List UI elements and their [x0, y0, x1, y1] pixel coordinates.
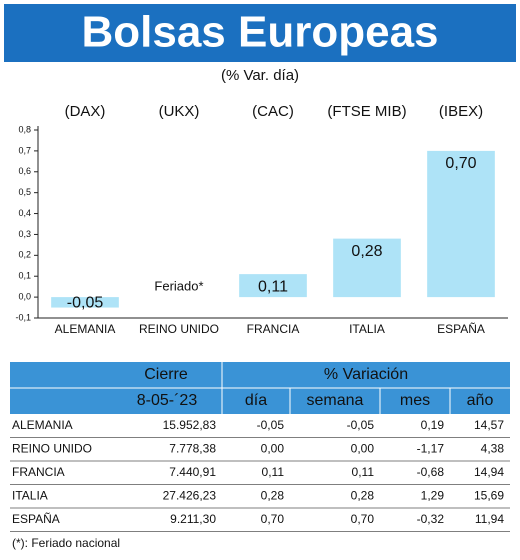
- value-label: -0,05: [67, 294, 104, 311]
- table-cell: -0,05: [257, 418, 285, 432]
- row-label: ALEMANIA: [12, 418, 73, 432]
- value-label: 0,28: [351, 243, 382, 260]
- table-cell: 0,70: [351, 512, 375, 526]
- table-cell: -1,17: [417, 441, 445, 455]
- table-cell: 9.211,30: [170, 512, 216, 526]
- table-cell: -0,32: [417, 512, 445, 526]
- y-tick-label: 0,2: [18, 250, 31, 260]
- bar: [51, 297, 119, 308]
- x-tick-label: ALEMANIA: [55, 322, 116, 336]
- table-group: % Variación: [324, 366, 408, 383]
- row-label: ESPAÑA: [12, 512, 60, 526]
- value-label: 0,70: [445, 155, 476, 172]
- table-cell: 0,11: [262, 465, 285, 479]
- y-tick-label: 0,5: [18, 187, 31, 197]
- table-header-cell: año: [467, 392, 494, 409]
- row-label: REINO UNIDO: [12, 441, 92, 455]
- row-label: FRANCIA: [12, 465, 65, 479]
- value-label: Feriado*: [154, 279, 203, 294]
- table-cell: 14,94: [474, 465, 504, 479]
- bar: [333, 238, 401, 298]
- table-cell: 1,29: [421, 488, 445, 502]
- chart-title: Bolsas Europeas: [81, 8, 438, 57]
- table-cell: 11,94: [475, 512, 504, 526]
- title-band: [4, 4, 516, 62]
- table-cell: -0,05: [347, 418, 375, 432]
- table-cell: 4,38: [481, 441, 505, 455]
- table-cell: 0,19: [421, 418, 445, 432]
- bar: [427, 150, 495, 298]
- x-tick-label: FRANCIA: [247, 322, 300, 336]
- y-tick-label: 0,4: [18, 208, 31, 218]
- table-cell: 0,28: [351, 488, 375, 502]
- table-cell: 7.440,91: [169, 465, 216, 479]
- table-header-cell: 8-05-´23: [137, 392, 198, 409]
- y-tick-label: 0,0: [18, 291, 31, 301]
- table-cell: 15.952,83: [163, 418, 217, 432]
- index-label: (FTSE MIB): [327, 103, 406, 120]
- index-label: (DAX): [65, 103, 106, 120]
- row-label: ITALIA: [12, 488, 48, 502]
- bar: [239, 274, 307, 298]
- table-cell: 0,70: [261, 512, 285, 526]
- index-label: (IBEX): [439, 103, 483, 120]
- table-header-cell: semana: [307, 392, 364, 409]
- x-tick-label: REINO UNIDO: [139, 322, 219, 336]
- table-group: Cierre: [144, 366, 188, 383]
- footnote: (*): Feriado nacional: [12, 536, 120, 550]
- table-cell: 14,57: [474, 418, 504, 432]
- table-cell: 7.778,38: [169, 441, 216, 455]
- y-tick-label: 0,7: [18, 145, 31, 155]
- y-tick-label: 0,8: [18, 124, 31, 134]
- chart-subtitle: (% Var. día): [221, 67, 299, 84]
- table-header-cell: día: [245, 392, 267, 409]
- x-tick-label: ESPAÑA: [437, 322, 485, 336]
- index-label: (CAC): [252, 103, 294, 120]
- table-cell: -0,68: [417, 465, 445, 479]
- table-cell: 0,28: [261, 488, 285, 502]
- table-cell: 0,00: [351, 441, 375, 455]
- y-tick-label: -0,1: [15, 312, 31, 322]
- y-tick-label: 0,6: [18, 166, 31, 176]
- index-label: (UKX): [159, 103, 200, 120]
- table-cell: 27.426,23: [163, 488, 217, 502]
- table-cell: 15,69: [474, 488, 504, 502]
- value-label: 0,11: [258, 278, 288, 295]
- y-tick-label: 0,1: [18, 271, 31, 281]
- table-cell: 0,00: [261, 441, 285, 455]
- table-header-cell: mes: [400, 392, 430, 409]
- x-tick-label: ITALIA: [349, 322, 385, 336]
- table-cell: 0,11: [352, 465, 375, 479]
- y-tick-label: 0,3: [18, 229, 31, 239]
